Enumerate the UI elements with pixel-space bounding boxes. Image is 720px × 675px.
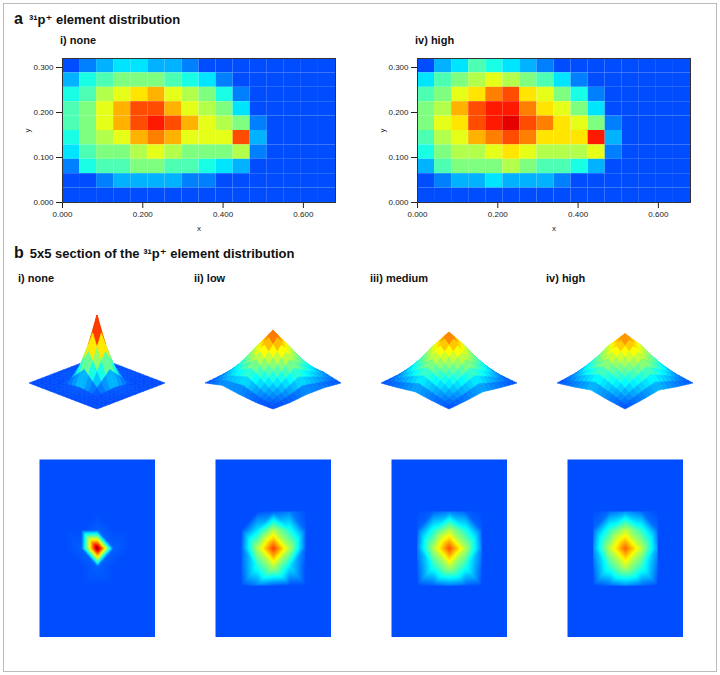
html-text:ii) low: ii) low (194, 272, 226, 284)
svg-text:0.600: 0.600 (648, 210, 669, 219)
svg-text:0.000: 0.000 (52, 210, 73, 219)
svg-text:x: x (197, 224, 201, 233)
svg-text:0.100: 0.100 (33, 153, 54, 162)
svg-text:0.200: 0.200 (388, 108, 409, 117)
svg-text:y: y (378, 129, 387, 133)
svg-text:0.200: 0.200 (488, 210, 509, 219)
svg-text:0.600: 0.600 (293, 210, 314, 219)
svg-text:0.400: 0.400 (568, 210, 589, 219)
svg-text:0.200: 0.200 (133, 210, 154, 219)
html-text:iii) medium: iii) medium (370, 272, 429, 284)
html-text:a ³¹p⁺ element distribution: a ³¹p⁺ element distribution (14, 10, 181, 27)
svg-text:0.300: 0.300 (388, 63, 409, 72)
html-text:i) none: i) none (18, 272, 55, 284)
html-text:i) none: i) none (60, 34, 97, 46)
html-text:iv) high: iv) high (415, 34, 455, 46)
svg-text:0.100: 0.100 (388, 153, 409, 162)
svg-text:0.000: 0.000 (407, 210, 428, 219)
svg-text:y: y (23, 129, 32, 133)
svg-text:x: x (552, 224, 556, 233)
html-text:iv) high: iv) high (546, 272, 586, 284)
svg-text:0.000: 0.000 (33, 198, 54, 207)
svg-text:0.200: 0.200 (33, 108, 54, 117)
html-text:b 5x5 section of the ³¹p⁺ elem: b 5x5 section of the ³¹p⁺ element distri… (14, 244, 295, 261)
svg-text:0.000: 0.000 (388, 198, 409, 207)
svg-text:0.300: 0.300 (33, 63, 54, 72)
svg-text:0.400: 0.400 (213, 210, 234, 219)
